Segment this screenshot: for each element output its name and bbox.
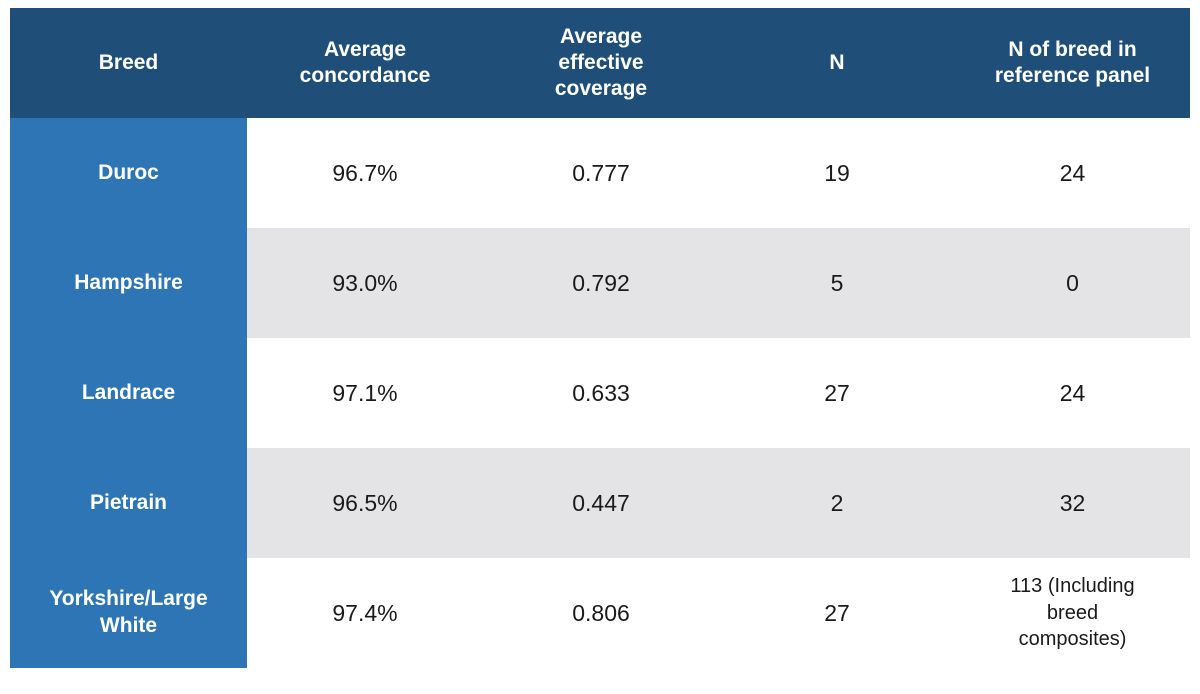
n-cell: 27 [719,558,955,668]
avg-effective-coverage-cell: 0.777 [483,118,719,228]
n-cell: 19 [719,118,955,228]
n-reference-panel-cell: 24 [955,338,1190,448]
avg-concordance-cell: 97.1% [247,338,483,448]
avg-concordance-cell: 97.4% [247,558,483,668]
breed-cell: Landrace [10,338,247,448]
breed-cell: Pietrain [10,448,247,558]
breed-cell: Duroc [10,118,247,228]
header-cell-average-effective-coverage: Average effective coverage [483,8,719,118]
n-cell: 5 [719,228,955,338]
table-row-landrace: Landrace 97.1% 0.633 27 24 [10,338,1190,448]
avg-effective-coverage-cell: 0.792 [483,228,719,338]
avg-effective-coverage-cell: 0.806 [483,558,719,668]
header-row: Breed Average concordance Average effect… [10,8,1190,118]
table-row-hampshire: Hampshire 93.0% 0.792 5 0 [10,228,1190,338]
n-reference-panel-cell: 113 (Including breed composites) [955,558,1190,668]
n-reference-panel-cell: 0 [955,228,1190,338]
avg-effective-coverage-cell: 0.633 [483,338,719,448]
n-cell: 2 [719,448,955,558]
table-row-duroc: Duroc 96.7% 0.777 19 24 [10,118,1190,228]
n-reference-panel-cell: 24 [955,118,1190,228]
avg-concordance-cell: 96.7% [247,118,483,228]
avg-concordance-cell: 93.0% [247,228,483,338]
n-reference-panel-cell: 32 [955,448,1190,558]
breed-cell: Yorkshire/Large White [10,558,247,668]
header-cell-breed: Breed [10,8,247,118]
table-row-pietrain: Pietrain 96.5% 0.447 2 32 [10,448,1190,558]
avg-concordance-cell: 96.5% [247,448,483,558]
breed-cell: Hampshire [10,228,247,338]
table-row-yorkshire-large-white: Yorkshire/Large White 97.4% 0.806 27 113… [10,558,1190,668]
breed-concordance-table-wrap: Breed Average concordance Average effect… [10,8,1190,668]
table-body: Duroc 96.7% 0.777 19 24 Hampshire 93.0% … [10,118,1190,668]
header-cell-average-concordance: Average concordance [247,8,483,118]
header-cell-n-breed-reference-panel: N of breed in reference panel [955,8,1190,118]
n-cell: 27 [719,338,955,448]
avg-effective-coverage-cell: 0.447 [483,448,719,558]
table-header: Breed Average concordance Average effect… [10,8,1190,118]
breed-concordance-table: Breed Average concordance Average effect… [10,8,1190,668]
header-cell-n: N [719,8,955,118]
